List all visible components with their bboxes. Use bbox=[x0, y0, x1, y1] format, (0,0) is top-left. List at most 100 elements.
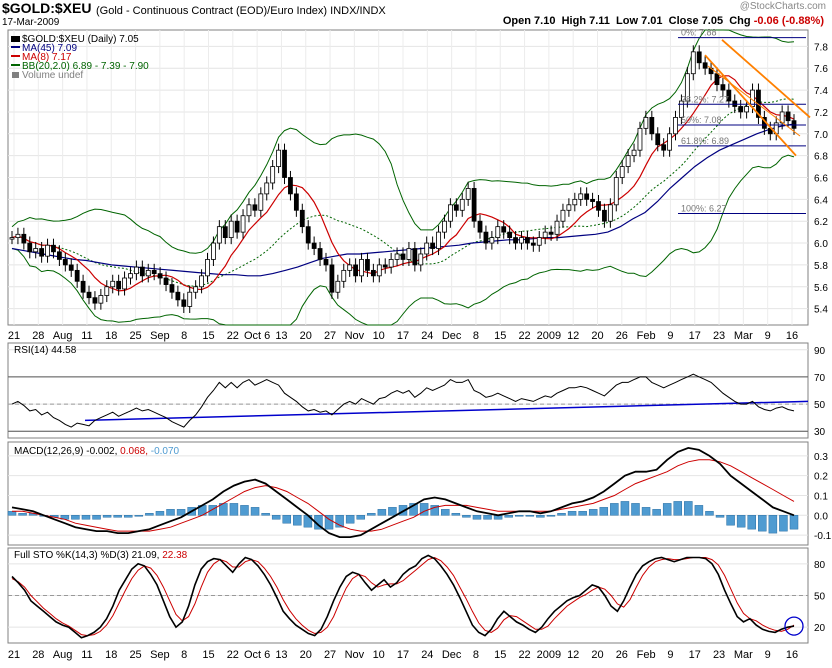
price-candle bbox=[293, 193, 299, 211]
macd-histogram-bar bbox=[652, 509, 661, 516]
sto-x-tick-label: 26 bbox=[616, 649, 628, 661]
price-x-tick-label: 24 bbox=[421, 330, 433, 342]
price-candle bbox=[270, 166, 276, 184]
price-x-tick-label: 23 bbox=[713, 330, 725, 342]
macd-histogram-bar bbox=[546, 515, 556, 517]
price-candle bbox=[643, 117, 649, 129]
macd-histogram-bar bbox=[747, 515, 756, 530]
macd-histogram-bar bbox=[588, 509, 598, 516]
sto-x-tick-label: Sep bbox=[150, 649, 170, 661]
price-candle bbox=[33, 248, 39, 253]
price-y-tick-label: 6.2 bbox=[814, 217, 828, 228]
price-x-tick-label: Dec bbox=[442, 330, 462, 342]
price-x-tick-label: 28 bbox=[32, 330, 44, 342]
price-x-tick-label: Feb bbox=[637, 330, 656, 342]
sto-y-tick-label: 80 bbox=[814, 560, 826, 571]
macd-histogram-bar bbox=[567, 511, 577, 516]
price-candle bbox=[732, 100, 738, 107]
sto-x-tick-label: 10 bbox=[373, 649, 385, 661]
macd-histogram-bar bbox=[92, 515, 101, 520]
price-x-tick-label: 25 bbox=[129, 330, 141, 342]
macd-histogram-bar bbox=[282, 515, 292, 524]
price-candle bbox=[56, 251, 62, 260]
price-x-tick-label: 15 bbox=[202, 330, 214, 342]
macd-histogram-bar bbox=[335, 515, 344, 528]
symbol-title: $GOLD:$XEU bbox=[2, 0, 92, 16]
price-y-tick-label: 7.2 bbox=[814, 108, 828, 119]
sto-x-tick-label: 15 bbox=[202, 649, 214, 661]
price-candle bbox=[525, 237, 530, 244]
price-x-tick-label: 13 bbox=[275, 330, 287, 342]
sto-x-tick-label: 2009 bbox=[537, 649, 561, 661]
price-candle bbox=[276, 149, 281, 167]
macd-histogram-bar bbox=[726, 515, 735, 526]
sto-x-tick-label: Nov bbox=[345, 649, 365, 661]
price-candle bbox=[216, 226, 222, 244]
price-x-tick-label: 9 bbox=[765, 330, 771, 342]
price-candle bbox=[714, 73, 720, 86]
sto-x-tick-label: 15 bbox=[494, 649, 506, 661]
price-candle bbox=[394, 253, 400, 260]
symbol-description: (Gold - Continuous Contract (EOD)/Euro I… bbox=[96, 5, 386, 17]
price-candle bbox=[637, 127, 643, 151]
price-x-tick-label: Aug bbox=[53, 330, 73, 342]
price-candle bbox=[80, 280, 86, 293]
price-candle bbox=[726, 89, 732, 102]
price-candle bbox=[554, 220, 560, 235]
sto-x-tick-label: 8 bbox=[473, 649, 479, 661]
macd-histogram-bar bbox=[388, 507, 397, 516]
macd-histogram-bar bbox=[504, 515, 513, 518]
price-y-tick-label: 7.0 bbox=[814, 130, 828, 141]
macd-histogram-bar bbox=[768, 515, 778, 534]
rsi-y-tick-label: 50 bbox=[814, 400, 826, 411]
sto-x-tick-label: Aug bbox=[53, 649, 73, 661]
channel-upper-line bbox=[721, 39, 811, 119]
price-x-tick-label: 2009 bbox=[537, 330, 561, 342]
price-candle bbox=[68, 264, 74, 271]
price-candle bbox=[39, 248, 45, 257]
macd-histogram-bar bbox=[261, 513, 270, 516]
price-candle bbox=[590, 198, 595, 202]
close-value: 7.05 bbox=[701, 15, 724, 27]
price-candle bbox=[145, 269, 151, 277]
sto-x-tick-label: 25 bbox=[129, 649, 141, 661]
fib-level-label: 0%: 7.88 bbox=[681, 28, 717, 38]
price-x-tick-label: 11 bbox=[81, 330, 92, 342]
open-label: Open bbox=[502, 15, 531, 27]
price-x-tick-label: Oct 6 bbox=[244, 330, 270, 342]
price-x-tick-label: 18 bbox=[105, 330, 117, 342]
price-candle bbox=[382, 264, 388, 268]
macd-histogram-bar bbox=[514, 515, 524, 517]
sto-x-tick-label: 27 bbox=[324, 649, 336, 661]
macd-histogram-bar bbox=[176, 509, 186, 516]
macd-histogram-bar bbox=[345, 515, 355, 524]
fib-level-label: 100%: 6.27 bbox=[681, 204, 727, 214]
volume-legend-text: Volume undef bbox=[22, 70, 83, 81]
price-candle bbox=[661, 144, 667, 151]
price-candle bbox=[181, 299, 187, 307]
high-value: 7.11 bbox=[589, 15, 610, 27]
price-y-tick-label: 6.8 bbox=[814, 152, 828, 163]
price-candle bbox=[519, 237, 524, 244]
macd-histogram-bar bbox=[684, 501, 693, 516]
price-candle bbox=[323, 259, 329, 266]
macd-histogram-bar bbox=[166, 509, 175, 516]
sto-title-part: 21.09, bbox=[132, 550, 163, 561]
price-candle bbox=[673, 117, 678, 135]
price-y-tick-label: 6.0 bbox=[814, 239, 828, 250]
sto-x-tick-label: 23 bbox=[713, 649, 725, 661]
macd-histogram-bar bbox=[102, 515, 112, 518]
fib-level-label: 38.2%: 7.27 bbox=[681, 94, 729, 104]
macd-y-tick-label: 0.0 bbox=[814, 511, 828, 522]
macd-histogram-bar bbox=[324, 515, 334, 530]
sto-x-tick-label: 24 bbox=[421, 649, 433, 661]
price-candle bbox=[288, 177, 293, 195]
price-candle bbox=[572, 198, 578, 206]
macd-histogram-bar bbox=[789, 515, 799, 530]
macd-histogram-bar bbox=[293, 515, 302, 526]
price-candle bbox=[104, 286, 110, 296]
price-candle bbox=[536, 237, 542, 246]
macd-panel-frame bbox=[7, 441, 809, 546]
macd-histogram-bar bbox=[620, 501, 630, 516]
price-candle bbox=[359, 259, 364, 277]
